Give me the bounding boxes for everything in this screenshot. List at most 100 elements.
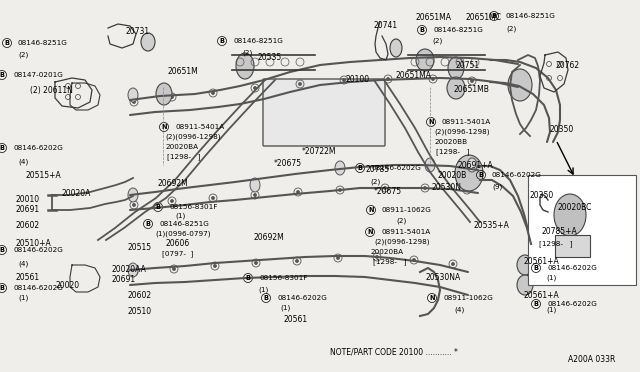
- Circle shape: [296, 260, 298, 262]
- Text: [1298-   ]: [1298- ]: [167, 154, 200, 160]
- Text: 08156-8301F: 08156-8301F: [259, 275, 307, 281]
- Text: 20020BA: 20020BA: [165, 144, 198, 150]
- Circle shape: [387, 78, 389, 80]
- Text: 08147-0201G: 08147-0201G: [13, 72, 63, 78]
- Text: 08146-8251G: 08146-8251G: [159, 221, 209, 227]
- Text: 20561+A: 20561+A: [524, 292, 560, 301]
- Circle shape: [254, 194, 256, 196]
- Ellipse shape: [508, 69, 532, 101]
- Text: 20651MC: 20651MC: [466, 13, 502, 22]
- Circle shape: [299, 83, 301, 85]
- Ellipse shape: [467, 158, 477, 172]
- Text: 20751: 20751: [456, 61, 480, 70]
- Text: 20010: 20010: [16, 196, 40, 205]
- Text: 20691+A: 20691+A: [458, 160, 493, 170]
- Circle shape: [212, 197, 214, 199]
- Text: 08146-8251G: 08146-8251G: [233, 38, 283, 44]
- Text: 20731: 20731: [126, 28, 150, 36]
- Circle shape: [343, 79, 345, 81]
- Text: 20651M: 20651M: [168, 67, 199, 77]
- Text: 20741: 20741: [374, 20, 398, 29]
- Text: 08146-6202G: 08146-6202G: [13, 247, 63, 253]
- Circle shape: [452, 263, 454, 265]
- Circle shape: [133, 204, 135, 206]
- Ellipse shape: [416, 49, 434, 71]
- Text: (2)(0996-1298): (2)(0996-1298): [434, 129, 490, 135]
- Text: (2): (2): [396, 218, 406, 224]
- Text: 20691: 20691: [112, 276, 136, 285]
- Text: (2): (2): [432, 38, 442, 44]
- Text: 08146-6202G: 08146-6202G: [547, 301, 597, 307]
- Text: 08911-1062G: 08911-1062G: [443, 295, 493, 301]
- Circle shape: [424, 187, 426, 189]
- Text: 20785+A: 20785+A: [542, 228, 578, 237]
- Text: 20535: 20535: [258, 52, 282, 61]
- Text: B: B: [492, 13, 497, 19]
- Circle shape: [173, 268, 175, 270]
- Ellipse shape: [141, 33, 155, 51]
- Ellipse shape: [517, 275, 533, 295]
- Text: [1298-   ]: [1298- ]: [539, 241, 573, 247]
- Text: B: B: [145, 221, 150, 227]
- Text: 20020: 20020: [55, 280, 79, 289]
- Text: B: B: [419, 27, 424, 33]
- Text: N: N: [367, 229, 372, 235]
- Text: 08156-8301F: 08156-8301F: [169, 204, 218, 210]
- Text: B: B: [479, 172, 483, 178]
- Text: 20762: 20762: [556, 61, 580, 70]
- Text: (1): (1): [546, 275, 556, 281]
- Text: *20722M: *20722M: [302, 148, 337, 157]
- Text: N: N: [429, 295, 435, 301]
- Circle shape: [376, 256, 378, 258]
- Circle shape: [254, 87, 256, 89]
- Text: N: N: [161, 124, 167, 130]
- Ellipse shape: [156, 83, 172, 105]
- Text: (1): (1): [546, 307, 556, 313]
- Text: 20602: 20602: [128, 291, 152, 299]
- Ellipse shape: [128, 188, 138, 202]
- Text: B: B: [0, 145, 4, 151]
- Text: 20651MA: 20651MA: [395, 71, 431, 80]
- Text: N: N: [428, 119, 434, 125]
- Text: 20530NA: 20530NA: [426, 273, 461, 282]
- Text: [0797-  ]: [0797- ]: [162, 251, 193, 257]
- Ellipse shape: [455, 155, 483, 191]
- Text: 20692M: 20692M: [158, 180, 189, 189]
- Text: 20651MA: 20651MA: [415, 13, 451, 22]
- Text: 20510: 20510: [128, 308, 152, 317]
- Text: 08146-6202G: 08146-6202G: [13, 145, 63, 151]
- Text: 08146-8251G: 08146-8251G: [433, 27, 483, 33]
- Text: (1)(0996-0797): (1)(0996-0797): [155, 231, 211, 237]
- Text: B: B: [0, 72, 4, 78]
- Text: 20515+A: 20515+A: [25, 170, 61, 180]
- Ellipse shape: [236, 53, 254, 79]
- Ellipse shape: [335, 161, 345, 175]
- Text: [1298-   ]: [1298- ]: [436, 149, 470, 155]
- Text: B: B: [0, 285, 4, 291]
- Text: 20692M: 20692M: [254, 234, 285, 243]
- Text: 20510+A: 20510+A: [16, 240, 52, 248]
- Circle shape: [212, 92, 214, 94]
- Text: (1): (1): [18, 295, 28, 301]
- Circle shape: [214, 265, 216, 267]
- Text: 08146-8251G: 08146-8251G: [505, 13, 555, 19]
- Text: (9): (9): [492, 184, 502, 190]
- Text: B: B: [534, 301, 538, 307]
- Text: B: B: [246, 275, 250, 281]
- Text: (2) 20611N: (2) 20611N: [30, 86, 73, 94]
- Text: 20561: 20561: [284, 315, 308, 324]
- Text: (2): (2): [370, 179, 380, 185]
- Circle shape: [466, 189, 468, 191]
- Ellipse shape: [128, 88, 138, 102]
- Text: 08146-6202G: 08146-6202G: [547, 265, 597, 271]
- Circle shape: [255, 262, 257, 264]
- Text: 20691: 20691: [16, 205, 40, 215]
- Circle shape: [471, 80, 473, 82]
- Text: (4): (4): [454, 307, 464, 313]
- Text: (2)(0996-1298): (2)(0996-1298): [374, 239, 429, 245]
- Circle shape: [413, 259, 415, 261]
- Circle shape: [171, 96, 173, 98]
- Circle shape: [133, 271, 135, 273]
- Text: 20530N: 20530N: [432, 183, 462, 192]
- Text: 20602: 20602: [16, 221, 40, 230]
